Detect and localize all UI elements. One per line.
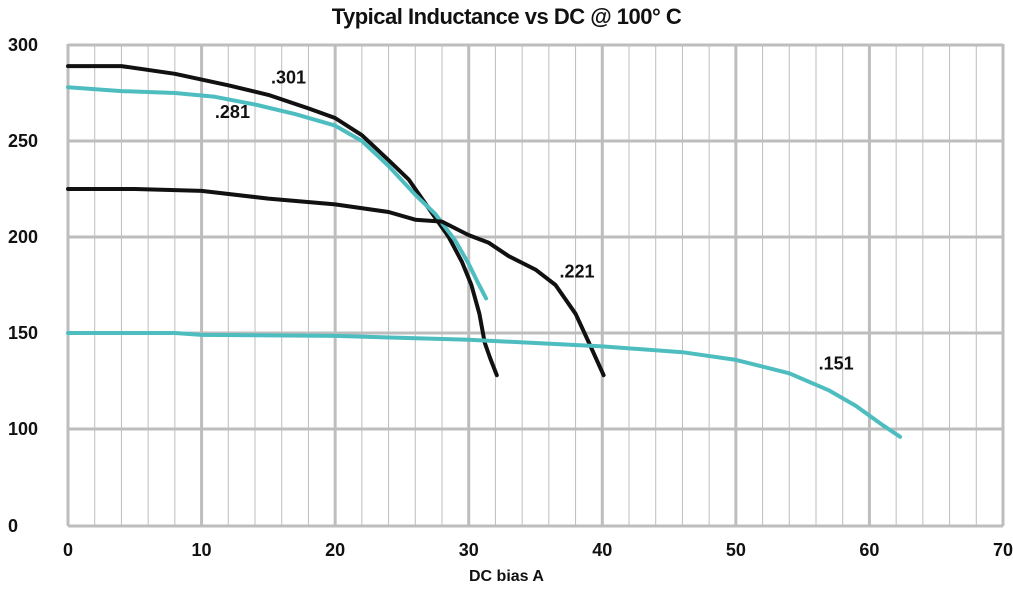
chart-title: Typical Inductance vs DC @ 100° C xyxy=(331,4,682,29)
y-tick-label: 0 xyxy=(8,516,18,536)
series-label-151: .151 xyxy=(819,353,854,373)
x-tick-label: 30 xyxy=(459,540,479,560)
series-line-151 xyxy=(66,331,903,439)
y-tick-label: 150 xyxy=(8,323,38,343)
x-tick-label: 20 xyxy=(325,540,345,560)
y-tick-label: 300 xyxy=(8,35,38,55)
x-tick-label: 40 xyxy=(592,540,612,560)
series-label-221: .221 xyxy=(560,261,595,281)
x-tick-label: 70 xyxy=(993,540,1013,560)
series-line-221 xyxy=(66,187,606,378)
x-tick-label: 10 xyxy=(192,540,212,560)
x-tick-label: 50 xyxy=(726,540,746,560)
series-line-301 xyxy=(66,64,499,378)
y-tick-label: 200 xyxy=(8,227,38,247)
y-tick-label: 250 xyxy=(8,131,38,151)
y-tick-label: 100 xyxy=(8,419,38,439)
series-label-301: .301 xyxy=(271,67,306,87)
series-line-281 xyxy=(66,85,489,301)
series-label-281: .281 xyxy=(215,102,250,122)
x-tick-label: 60 xyxy=(859,540,879,560)
x-axis-label: DC bias A xyxy=(469,568,544,585)
x-tick-label: 0 xyxy=(63,540,73,560)
